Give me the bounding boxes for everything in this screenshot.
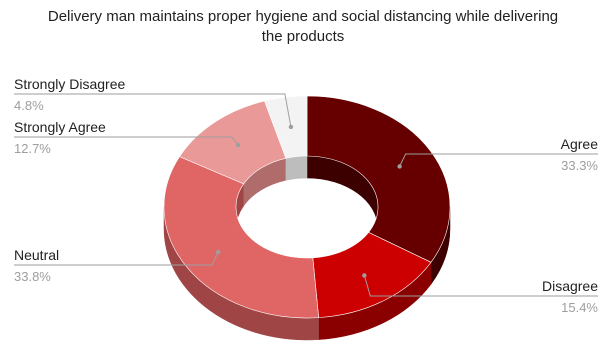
chart-title-line-2: the products <box>262 28 345 45</box>
slice-percent-0: 33.3% <box>561 158 598 173</box>
label-group-4: Strongly Disagree 4.8% <box>14 76 294 130</box>
leader-dot-4 <box>288 124 294 130</box>
slice-labels: Agree 33.3% Disagree 15.4% Neutral 33.8% Stron… <box>14 76 598 315</box>
label-group-0: Agree 33.3% <box>397 136 598 173</box>
donut-slices <box>163 95 451 319</box>
slice-percent-3: 12.7% <box>14 141 51 156</box>
slice-percent-4: 4.8% <box>14 98 44 113</box>
label-group-3: Strongly Agree 12.7% <box>14 119 241 156</box>
leader-line-1 <box>363 275 598 297</box>
leader-line-0 <box>399 153 598 167</box>
slice-percent-2: 33.8% <box>14 269 51 284</box>
slice-label-3: Strongly Agree <box>14 119 106 135</box>
leader-line-4 <box>14 93 292 128</box>
slice-percent-1: 15.4% <box>561 300 598 315</box>
slice-label-2: Neutral <box>14 247 59 263</box>
label-group-1: Disagree 15.4% <box>362 273 598 315</box>
label-group-2: Neutral 33.8% <box>14 247 221 284</box>
slice-label-0: Agree <box>561 136 599 152</box>
slice-agree <box>306 95 451 263</box>
slice-label-4: Strongly Disagree <box>14 76 125 92</box>
leader-line-3 <box>14 136 239 146</box>
chart-title-line-1: Delivery man maintains proper hygiene an… <box>48 8 558 25</box>
leader-line-2 <box>14 251 219 266</box>
slice-label-1: Disagree <box>542 278 598 294</box>
slice-neutral <box>163 156 319 319</box>
leader-dot-1 <box>362 273 367 278</box>
slice-strongly-disagree <box>264 95 308 159</box>
slice-inner-wall-4-0 <box>285 155 308 181</box>
